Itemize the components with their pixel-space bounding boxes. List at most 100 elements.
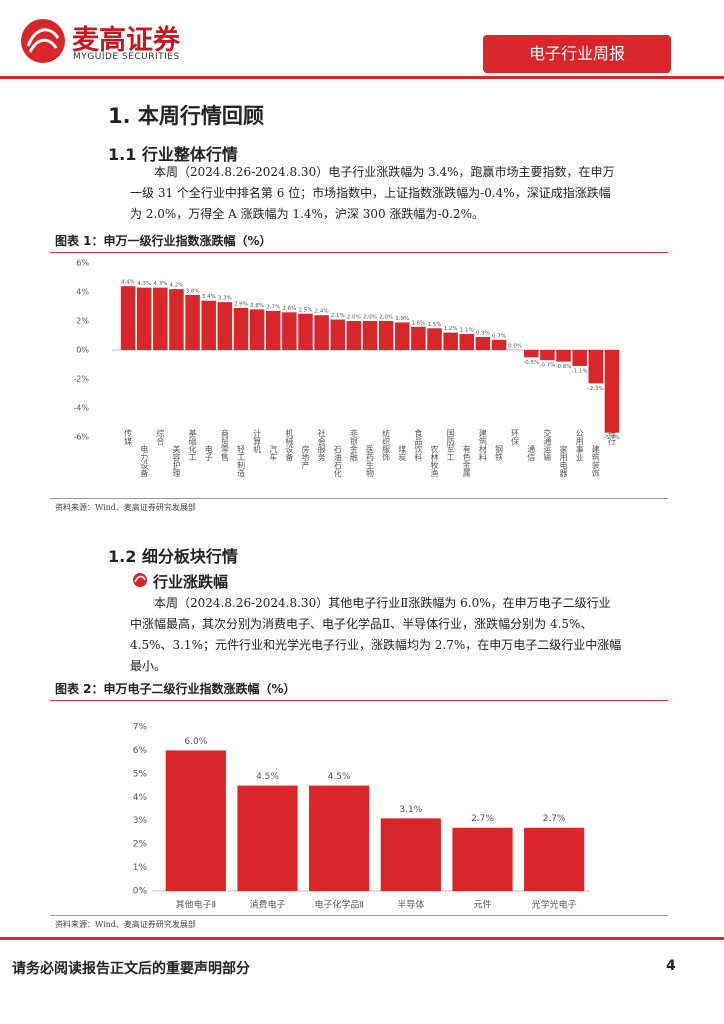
value-label: 1.9%	[395, 316, 409, 322]
y-tick-label: -4%	[73, 404, 89, 413]
paragraph: 本周（2024.8.26-2024.8.30）其他电子行业Ⅱ涨跌幅为 6.0%，…	[130, 596, 622, 673]
y-tick-label: 4%	[76, 288, 89, 297]
y-tick-label: 1%	[133, 863, 148, 873]
header-rule	[0, 76, 724, 79]
x-tick-label: 银行	[607, 428, 616, 446]
logo-text: 麦高证券	[72, 25, 180, 56]
logo-icon	[21, 19, 65, 63]
bar	[491, 339, 507, 350]
value-label: -2.3%	[588, 386, 604, 392]
value-label: 0.7%	[492, 333, 506, 339]
x-tick-label: 商贸零售	[220, 428, 229, 462]
value-label: 2.0%	[363, 315, 377, 321]
y-tick-label: -2%	[73, 375, 89, 384]
chart: 0% 1% 2% 3% 4% 5% 6% 7% 其他电子Ⅱ 6.0% 消费电子 4.5% 电子化学品Ⅱ 4…	[133, 723, 590, 911]
bar	[572, 350, 587, 366]
x-tick-label: 半导体	[397, 899, 424, 911]
x-tick-label: 美容护理	[172, 444, 181, 477]
x-tick-label: 家用电器	[559, 444, 568, 478]
bar	[475, 336, 491, 350]
x-tick-label: 食品饮料	[414, 428, 423, 462]
value-label: -0.8%	[556, 364, 572, 370]
x-tick-label: 纺织服饰	[382, 428, 391, 462]
value-label: 2.8%	[250, 303, 264, 309]
x-tick-label: 医药生物	[366, 445, 375, 478]
value-label: 1.5%	[428, 322, 442, 328]
rule	[50, 915, 668, 916]
value-label: 2.7%	[471, 814, 494, 824]
bar	[378, 321, 394, 350]
value-label: 0.0%	[508, 344, 522, 350]
source: 资料来源：Wind、麦高证券研究发展部	[55, 503, 196, 512]
y-tick-label: 5%	[133, 769, 148, 779]
value-label: 4.5%	[328, 772, 351, 782]
page-number: 4	[666, 958, 676, 974]
value-label: -1.1%	[572, 368, 588, 374]
x-tick-label: 计算机	[253, 428, 262, 454]
bar	[282, 312, 297, 350]
value-label: 2.7%	[543, 814, 566, 824]
bar	[249, 309, 265, 350]
value-label: 3.8%	[186, 288, 200, 294]
value-label: 4.3%	[137, 281, 151, 287]
value-label: 2.0%	[347, 315, 361, 321]
x-tick-label: 建筑装饰	[591, 444, 600, 478]
bar	[556, 350, 571, 362]
bar	[524, 827, 585, 891]
value-label: 3.4%	[202, 294, 216, 300]
bar	[395, 322, 410, 350]
value-label: 2.6%	[282, 306, 296, 312]
section-title: 1. 本周行情回顾	[108, 104, 264, 128]
bar	[346, 321, 362, 350]
value-label: 2.0%	[379, 315, 393, 321]
bar	[459, 334, 475, 350]
x-tick-label: 社会服务	[317, 428, 326, 462]
bar	[540, 350, 555, 361]
chart-title: 图表 1：申万一级行业指数涨跌幅（%）	[55, 234, 272, 248]
x-tick-label: 通信	[527, 444, 536, 462]
disclaimer: 请务必阅读报告正文后的重要声明部分	[12, 961, 250, 977]
value-label: 4.3%	[153, 281, 167, 287]
x-tick-label: 传媒	[124, 428, 133, 446]
value-label: 4.2%	[169, 283, 183, 289]
bar	[330, 319, 345, 350]
value-label: 1.6%	[411, 320, 425, 326]
x-tick-label: 机械设备	[285, 428, 294, 462]
value-label: -0.5%	[523, 360, 539, 366]
x-tick-label: 石油石化	[333, 445, 342, 478]
y-tick-label: 4%	[133, 793, 148, 803]
bar	[237, 785, 298, 891]
bar	[524, 350, 539, 358]
y-tick-label: 0%	[133, 887, 148, 897]
value-label: -5.7%	[604, 435, 620, 441]
bar	[136, 287, 152, 350]
y-tick-label: 2%	[76, 317, 89, 326]
y-tick-label: 3%	[133, 816, 148, 826]
bar	[604, 350, 620, 433]
y-tick-label: 6%	[133, 746, 148, 756]
value-label: 4.4%	[121, 280, 135, 286]
bar	[153, 287, 168, 350]
value-label: 2.1%	[331, 313, 345, 319]
report-type: 电子行业周报	[483, 35, 671, 73]
x-tick-label: 房地产	[301, 444, 310, 470]
bar	[362, 321, 378, 350]
bar	[265, 310, 281, 350]
value-label: -0.7%	[539, 363, 555, 369]
x-tick-label: 环保	[511, 429, 520, 446]
x-tick-label: 煤炭	[398, 444, 407, 462]
y-tick-label: 6%	[76, 259, 89, 268]
logo-en: MYGUIDE SECURITIES	[73, 52, 180, 62]
value-label: 3.1%	[399, 805, 422, 815]
bar	[314, 315, 329, 350]
x-tick-label: 国防军工	[446, 429, 455, 461]
bar	[427, 328, 442, 350]
footer-rule	[0, 937, 724, 940]
x-tick-label: 电子化学品Ⅱ	[314, 899, 363, 911]
chart: 6% 4% 2% 0% -2% -4% -6% 传媒 4.4% 电力设备 4.3% 综合 4.3% 美容护…	[73, 259, 620, 478]
value-label: 2.4%	[315, 309, 329, 315]
x-tick-label: 公用事业	[575, 429, 584, 461]
x-tick-label: 电子	[204, 444, 213, 461]
bar	[169, 289, 184, 350]
